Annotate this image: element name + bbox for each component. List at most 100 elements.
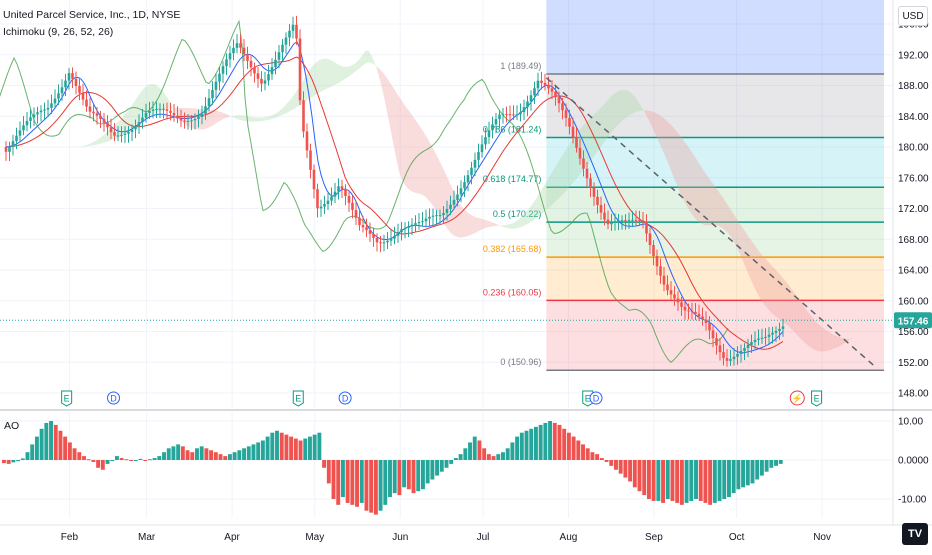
candle-body [771,333,774,335]
candle-body [117,135,120,136]
ichimoku-cloud-segment [270,115,273,120]
ao-bar [548,421,552,460]
ichimoku-cloud-segment [240,115,243,121]
price-tick-label: 148.00 [898,389,929,400]
ichimoku-cloud-segment [696,158,699,222]
currency-button[interactable]: USD [898,6,928,26]
candle-body [201,114,204,117]
ichimoku-cloud-segment [285,102,288,113]
ichimoku-cloud-segment [261,117,264,121]
ao-bar [204,448,208,460]
event-marker-label: E [64,394,70,404]
ichimoku-cloud-segment [564,148,567,193]
candle-body [162,109,165,110]
candle-body [516,114,519,115]
event-marker-label: E [295,394,301,404]
ichimoku-cloud-segment [513,221,516,228]
ichimoku-cloud-segment [348,66,351,77]
candle-body [740,351,743,354]
ichimoku-cloud-segment [489,221,492,227]
ao-bar [496,454,500,460]
ao-bar [412,460,416,493]
candle-body [631,220,634,221]
ichimoku-cloud-segment [504,225,507,228]
ao-bar [492,456,496,460]
candle-body [253,67,256,73]
ichimoku-cloud-segment [417,122,420,194]
ichimoku-cloud-segment [561,153,564,196]
candle-body [505,114,508,115]
ao-indicator-label[interactable]: AO [4,420,19,432]
ao-bar [355,460,359,507]
candle-body [537,81,540,89]
time-tick-label: Nov [813,532,831,543]
ichimoku-cloud-segment [816,321,819,351]
ao-bar [369,460,373,513]
ao-bar [718,460,722,501]
ao-bar [440,460,444,472]
ao-bar [666,460,670,499]
ichimoku-cloud-segment [495,224,498,226]
ao-bar [397,460,401,495]
ichimoku-cloud-segment [384,74,387,112]
ichimoku-cloud-segment [813,318,816,350]
ao-bar [322,460,326,468]
ichimoku-cloud-segment [354,62,357,73]
candle-body [358,218,361,225]
candle-body [418,222,421,223]
ichimoku-cloud-segment [753,243,756,291]
ichimoku-cloud-segment [399,97,402,180]
ichimoku-cloud-segment [90,142,93,146]
ao-bar [732,460,736,493]
ichimoku-cloud-segment [711,181,714,225]
ichimoku-cloud-segment [477,218,480,232]
ao-bar [200,446,204,460]
ao-bar [275,431,279,460]
ao-bar [694,460,698,499]
ao-bar [435,460,439,476]
ichimoku-cloud-segment [756,247,759,296]
symbol-title[interactable]: United Parcel Service, Inc., 1D, NYSE [3,9,180,21]
ichimoku-cloud-segment [339,65,342,83]
ichimoku-cloud-segment [534,197,537,220]
candle-body [589,178,592,188]
tradingview-logo: TV [902,523,928,545]
ao-bar [365,460,369,511]
indicator-legend[interactable]: Ichimoku (9, 26, 52, 26) [3,26,113,38]
fib-level-label: 0.618 (174.77) [483,174,542,184]
price-tick-label: 176.00 [898,173,929,184]
candle-body [561,103,564,110]
candle-body [99,116,102,119]
candle-body [264,80,267,83]
candle-body [334,192,337,197]
candle-body [246,54,249,61]
candle-body [624,220,627,221]
candle-body [29,117,32,121]
ichimoku-cloud-segment [375,64,378,73]
candle-body [376,238,379,242]
candle-body [509,114,512,115]
candle-body [474,160,477,168]
ao-bar [543,423,547,460]
ichimoku-cloud-segment [768,262,771,312]
candle-body [26,121,29,125]
ao-bar [242,448,246,460]
ao-bar [388,460,392,497]
ao-bar [233,452,237,460]
candle-body [362,225,365,227]
candle-body [694,312,697,314]
ao-bar [685,460,689,503]
candle-body [722,352,725,358]
candle-body [421,221,424,222]
candle-body [530,95,533,101]
ichimoku-cloud-segment [459,203,462,238]
ichimoku-cloud-segment [681,137,684,201]
candle-body [449,205,452,209]
ichimoku-cloud-segment [324,59,327,90]
ichimoku-cloud-segment [480,218,483,230]
candle-body [120,135,123,136]
ichimoku-cloud-segment [237,115,240,120]
ao-bar [162,452,166,460]
candle-body [344,189,347,196]
